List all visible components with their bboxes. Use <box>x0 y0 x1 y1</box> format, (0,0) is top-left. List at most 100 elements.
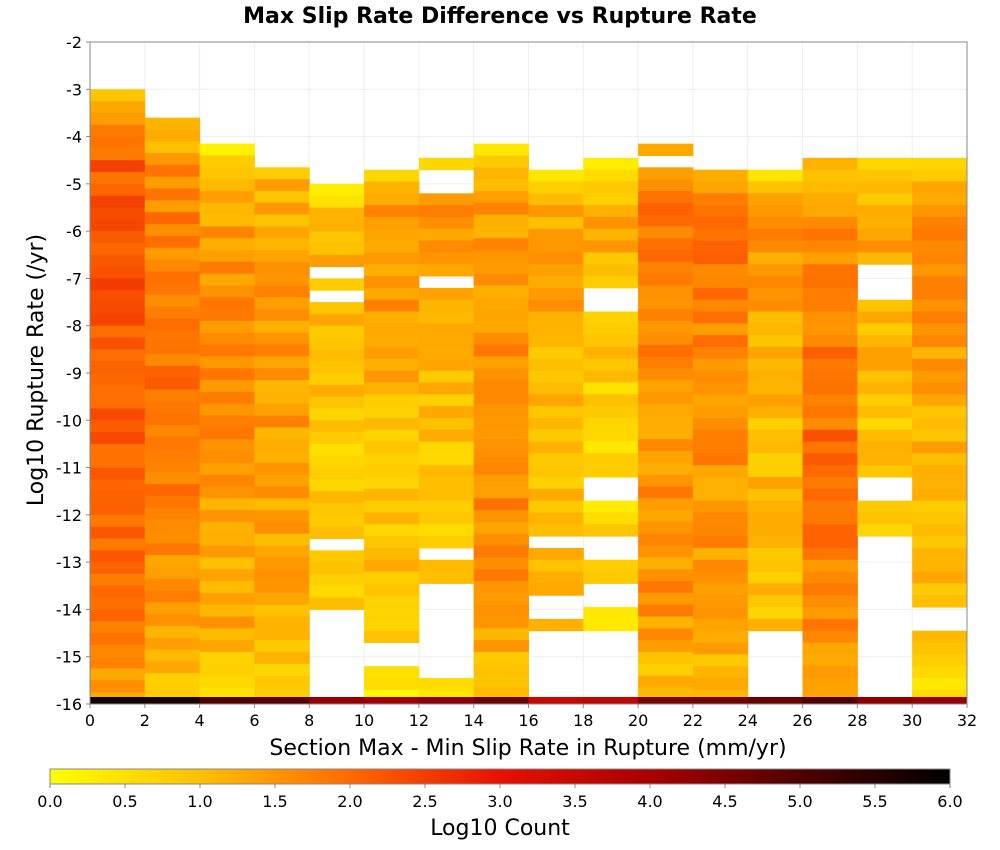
heatmap-cell <box>747 417 804 431</box>
heatmap-cell <box>309 503 365 516</box>
heatmap-cell <box>473 628 529 641</box>
heatmap-cell <box>692 547 749 561</box>
heatmap-cell <box>802 666 858 679</box>
heatmap-cell <box>802 228 858 242</box>
heatmap-cell <box>692 335 749 348</box>
heatmap-cell <box>638 344 694 357</box>
heatmap-cell-bottom <box>912 697 968 704</box>
heatmap-cell <box>473 190 529 204</box>
heatmap-cell <box>638 510 694 523</box>
heatmap-cell <box>802 689 858 698</box>
heatmap-cell <box>583 264 639 277</box>
heatmap-cell <box>747 287 804 301</box>
colorbar-tick-label: 1.0 <box>187 792 212 811</box>
heatmap-cell <box>418 500 475 513</box>
heatmap-cell <box>857 193 913 206</box>
heatmap-cell <box>90 680 146 693</box>
heatmap-cell <box>309 562 365 575</box>
heatmap-cell <box>528 346 584 360</box>
heatmap-cell <box>857 169 913 182</box>
heatmap-cell <box>144 460 201 473</box>
heatmap-cell <box>802 193 858 206</box>
heatmap-cell <box>802 252 858 265</box>
heatmap-cell <box>802 157 858 171</box>
heatmap-cell <box>747 547 804 561</box>
heatmap-cell <box>528 488 584 502</box>
y-tick-label: -5 <box>66 175 82 194</box>
heatmap-cell <box>418 358 475 372</box>
heatmap-cell <box>90 172 146 185</box>
heatmap-cell <box>747 169 804 182</box>
x-tick-label: 22 <box>683 711 703 730</box>
heatmap-cell <box>364 169 420 182</box>
heatmap-cell <box>912 287 968 301</box>
heatmap-cell <box>747 358 804 372</box>
heatmap-cell <box>254 687 310 698</box>
heatmap-cell <box>528 181 584 194</box>
chart-title: Max Slip Rate Difference vs Rupture Rate <box>243 4 757 29</box>
heatmap-cell <box>583 311 639 324</box>
heatmap-cell <box>583 417 639 431</box>
heatmap-cell <box>857 346 913 360</box>
heatmap-cell <box>802 382 858 395</box>
heatmap-cell <box>528 216 584 230</box>
colorbar-tick-label: 1.5 <box>262 792 287 811</box>
heatmap-cell <box>692 666 749 679</box>
heatmap-cell <box>144 519 201 532</box>
heatmap-cell <box>912 559 968 573</box>
heatmap-cell <box>254 545 310 558</box>
heatmap-cell <box>583 205 639 218</box>
heatmap-cell <box>90 195 146 208</box>
colorbar-ticks: 0.0 0.5 1.0 1.5 2.0 2.5 3.0 3.5 4.0 4.5 5.0 5.5 6.0 <box>37 784 963 811</box>
heatmap-cell <box>692 228 749 242</box>
heatmap-cell <box>802 299 858 313</box>
heatmap-cell <box>309 183 365 197</box>
colorbar-tick-label: 4.0 <box>637 792 662 811</box>
heatmap-cell <box>199 261 255 275</box>
heatmap-cell <box>912 382 968 395</box>
heatmap-cell <box>254 309 310 322</box>
heatmap-cell <box>254 557 310 570</box>
heatmap-cell <box>144 661 201 674</box>
heatmap-cell <box>90 302 146 315</box>
heatmap-cell <box>254 238 310 251</box>
heatmap-cell <box>90 373 146 386</box>
heatmap-cell <box>418 157 475 171</box>
heatmap-cell <box>199 521 255 535</box>
heatmap-cell <box>144 235 201 249</box>
heatmap-cell <box>418 323 475 336</box>
heatmap-cell <box>747 559 804 573</box>
heatmap-cell <box>254 581 310 594</box>
heatmap-cell <box>199 498 255 511</box>
heatmap-cell <box>144 318 201 331</box>
heatmap-cell <box>199 285 255 298</box>
heatmap-cell <box>90 325 146 339</box>
y-tick-label: -11 <box>56 459 82 478</box>
heatmap-cell <box>912 346 968 360</box>
heatmap-cell <box>364 453 420 466</box>
heatmap-cell <box>418 465 475 478</box>
x-tick-label: 24 <box>738 711 758 730</box>
heatmap-cell <box>144 614 201 627</box>
heatmap-cell <box>473 427 529 440</box>
heatmap-cell <box>254 356 310 369</box>
heatmap-cell <box>418 335 475 348</box>
heatmap-cell <box>144 401 201 414</box>
heatmap-cell <box>144 578 201 592</box>
heatmap-cell <box>802 536 858 549</box>
heatmap-cell <box>254 592 310 606</box>
colorbar-tick-label: 4.5 <box>712 792 737 811</box>
heatmap-cell <box>254 297 310 310</box>
heatmap-cell <box>747 193 804 206</box>
x-tick-label: 26 <box>792 711 812 730</box>
heatmap-cell <box>364 205 420 218</box>
heatmap-cell <box>199 238 255 251</box>
heatmap-cell <box>309 597 365 610</box>
colorbar-tick-label: 0.0 <box>37 792 62 811</box>
heatmap-cell <box>199 439 255 452</box>
y-tick-label: -4 <box>66 128 82 147</box>
heatmap-cell-bottom <box>747 697 804 704</box>
heatmap-cell <box>90 290 146 303</box>
heatmap-cell <box>857 524 913 537</box>
heatmap-cell <box>199 592 255 606</box>
